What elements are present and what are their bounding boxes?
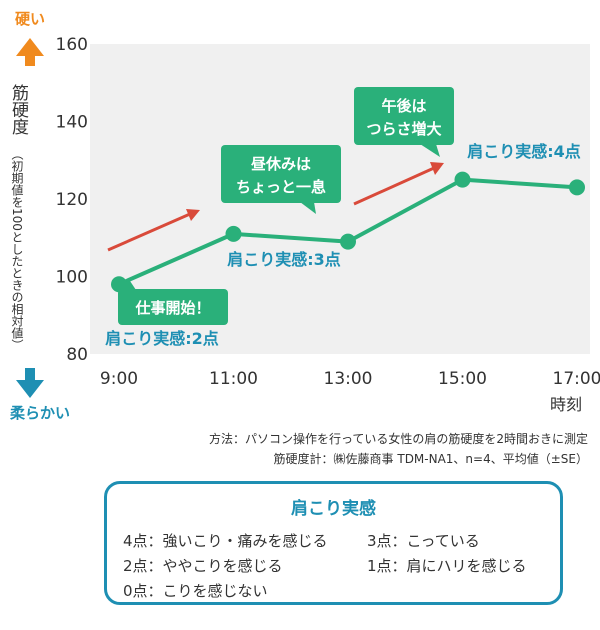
callout-lunch-line1: 昼休みは xyxy=(251,155,311,173)
legend-title: 肩こり実感 xyxy=(291,499,376,519)
y-bottom-label: 柔らかい xyxy=(10,404,70,422)
data-point xyxy=(225,225,242,242)
legend-item-3: 3点：こっている xyxy=(367,532,480,550)
y-tick-label: 120 xyxy=(56,190,88,210)
data-point xyxy=(569,179,585,196)
y-top-label: 硬い xyxy=(15,10,45,28)
y-tick-label: 100 xyxy=(56,268,88,288)
legend-item-0: 0点：こりを感じない xyxy=(123,582,268,600)
x-axis-label: 時刻 xyxy=(550,395,582,414)
data-point xyxy=(340,233,356,250)
trend-arrows xyxy=(107,162,444,252)
score-label-2: 肩こり実感:2点 xyxy=(105,329,219,348)
callout-afternoon-line1: 午後は xyxy=(381,97,426,115)
x-tick-label: 11:00 xyxy=(209,369,258,389)
y-axis-note: （初期値を100としたときの相対値） xyxy=(10,148,24,351)
callout-lunch-line2: ちょっと一息 xyxy=(236,178,326,196)
y-tick-label: 140 xyxy=(56,113,88,133)
legend-item-1: 1点：肩にハリを感じる xyxy=(367,557,527,575)
x-tick-label: 9:00 xyxy=(100,369,138,389)
trend-arrow-morning-head xyxy=(186,209,200,221)
data-point xyxy=(454,171,471,188)
series-points xyxy=(111,171,585,293)
callout-afternoon-line2: つらさ増大 xyxy=(366,120,441,138)
x-tick-label: 13:00 xyxy=(324,369,373,389)
callout-start: 仕事開始！ xyxy=(118,278,228,325)
callout-afternoon: 午後は つらさ増大 xyxy=(354,87,454,157)
down-arrow-icon xyxy=(16,368,44,398)
y-axis-label: 筋硬度 xyxy=(8,84,29,135)
legend-item-4: 4点：強いこり・痛みを感じる xyxy=(123,532,328,550)
legend-item-2: 2点：ややこりを感じる xyxy=(123,557,283,575)
callout-start-text: 仕事開始！ xyxy=(134,299,210,317)
up-arrow-icon xyxy=(16,38,44,66)
x-tick-label: 15:00 xyxy=(438,369,487,389)
meter-note: 筋硬度計：㈱佐藤商事 TDM-NA1、n=4、平均値（±SE） xyxy=(274,451,588,466)
y-tick-label: 80 xyxy=(66,345,88,365)
x-tick-label: 17:00 xyxy=(553,369,600,389)
y-tick-label: 160 xyxy=(56,35,88,55)
trend-arrow-afternoon-head xyxy=(430,162,444,175)
trend-arrow-morning xyxy=(107,212,191,252)
callout-lunch: 昼休みは ちょっと一息 xyxy=(221,145,341,214)
trend-arrow-afternoon xyxy=(353,166,435,206)
score-label-3: 肩こり実感:3点 xyxy=(227,250,341,269)
method-note: 方法：パソコン操作を行っている女性の肩の筋硬度を2時間おきに測定 xyxy=(209,431,588,446)
legend-box: 肩こり実感 4点：強いこり・痛みを感じる 3点：こっている 2点：ややこりを感じ… xyxy=(104,481,563,605)
y-tick-labels: 80 100 120 140 160 xyxy=(56,35,88,365)
x-tick-labels: 9:00 11:00 13:00 15:00 17:00 xyxy=(100,369,600,389)
score-label-4: 肩こり実感:4点 xyxy=(467,142,581,161)
